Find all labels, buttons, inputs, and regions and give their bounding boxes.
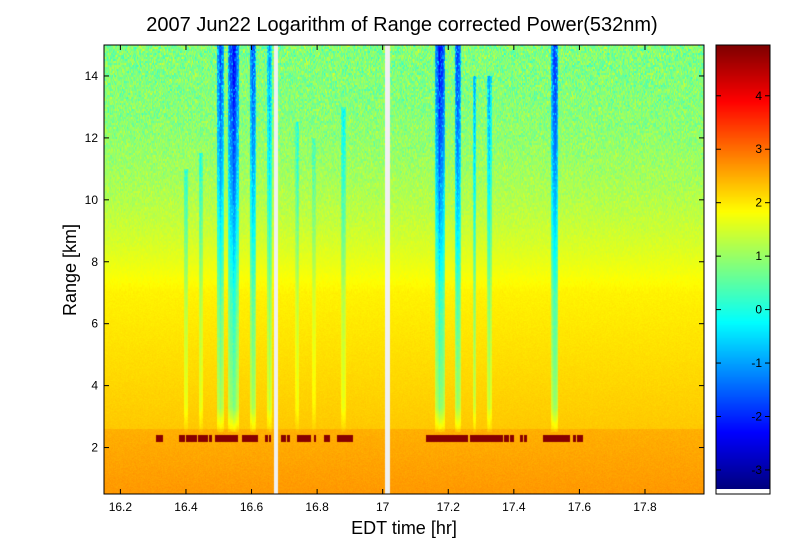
x-tick-label: 17.6 (568, 500, 592, 514)
x-tick-label: 16.2 (109, 500, 133, 514)
chart-title: 2007 Jun22 Logarithm of Range corrected … (146, 14, 657, 36)
colorbar-tick-label: 0 (755, 303, 762, 317)
x-tick-label: 17.8 (633, 500, 657, 514)
x-tick-label: 17.2 (437, 500, 461, 514)
colorbar-tick-label: 3 (755, 142, 762, 156)
x-axis-label: EDT time [hr] (351, 518, 457, 538)
x-tick-label: 16.4 (174, 500, 198, 514)
colorbar-tick-label: 2 (755, 196, 762, 210)
x-axis: 16.2 16.4 16.6 16.8 17 17.2 17.4 17.6 17.8 (109, 45, 657, 514)
colorbar-frame (715, 44, 771, 495)
y-tick-label: 6 (91, 317, 98, 331)
colorbar-tick-label: -1 (751, 356, 762, 370)
heatmap-image (104, 45, 704, 494)
colorbar-tick-label: -2 (751, 409, 762, 423)
y-tick-label: 2 (91, 441, 98, 455)
y-tick-label: 12 (85, 131, 99, 145)
colorbar-ticks: -3 -2 -1 0 1 2 3 4 (716, 89, 770, 477)
y-axis: 2 4 6 8 10 12 14 (85, 69, 704, 455)
y-tick-label: 8 (91, 255, 98, 269)
y-axis-label: Range [km] (60, 224, 80, 316)
colorbar-gradient (716, 45, 770, 489)
x-tick-label: 16.8 (305, 500, 329, 514)
colorbar: -3 -2 -1 0 1 2 3 4 (715, 44, 771, 495)
plot-frame (103, 44, 705, 495)
y-tick-label: 14 (85, 69, 99, 83)
x-tick-label: 17 (376, 500, 390, 514)
x-tick-label: 16.6 (240, 500, 264, 514)
y-tick-label: 4 (91, 379, 98, 393)
colorbar-tick-label: 4 (755, 89, 762, 103)
colorbar-tick-label: 1 (755, 249, 762, 263)
plot-area (103, 44, 705, 495)
x-tick-label: 17.4 (502, 500, 526, 514)
y-tick-label: 10 (85, 193, 99, 207)
colorbar-tick-label: -3 (751, 463, 762, 477)
